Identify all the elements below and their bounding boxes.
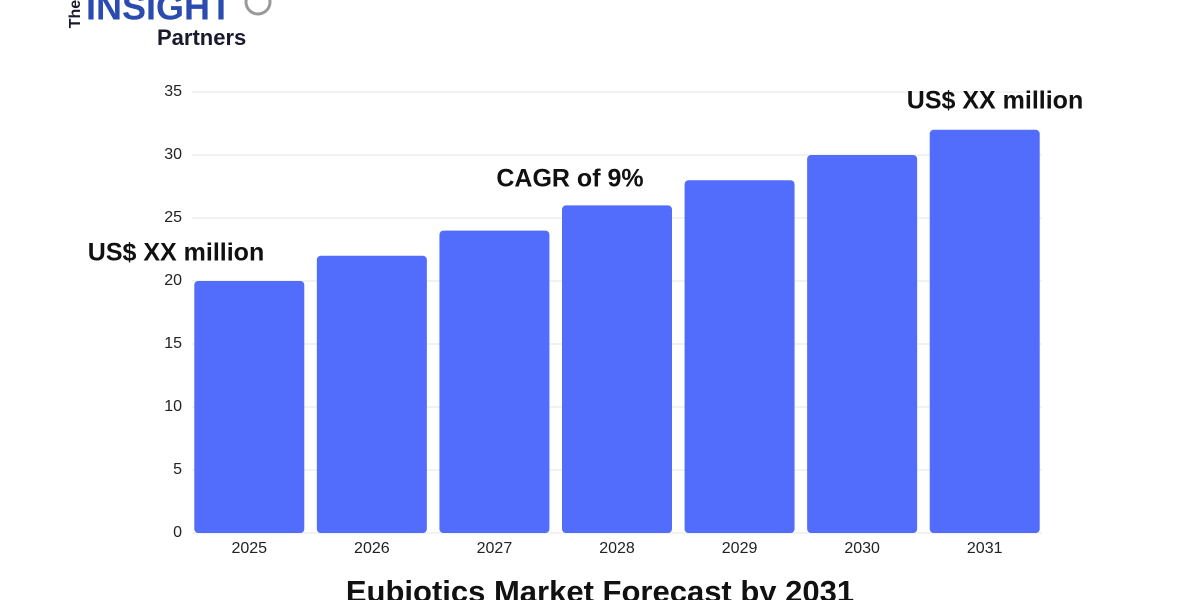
bar [684, 180, 795, 533]
x-tick-label: 2029 [722, 540, 758, 557]
y-tick-label: 0 [173, 524, 182, 541]
x-tick-label: 2030 [844, 540, 880, 557]
logo-icon [244, 0, 272, 16]
bar [562, 205, 672, 533]
x-tick-label: 2028 [599, 540, 635, 557]
annotation: CAGR of 9% [496, 165, 643, 193]
logo-prefix: The [67, 0, 84, 28]
y-tick-label: 10 [164, 398, 182, 415]
y-tick-label: 30 [164, 146, 182, 163]
y-tick-label: 25 [164, 209, 182, 226]
bar [316, 255, 427, 534]
logo-suffix: Partners [157, 25, 246, 50]
bar [439, 230, 550, 533]
x-tick-label: 2025 [231, 540, 267, 557]
y-tick-label: 20 [164, 272, 182, 289]
y-tick-label: 5 [173, 461, 182, 478]
logo-name: INSIGHT [86, 0, 232, 28]
annotation: US$ XX million [88, 239, 264, 267]
x-tick-label: 2031 [967, 540, 1003, 557]
x-tick-label: 2026 [354, 540, 390, 557]
bar [194, 281, 305, 533]
annotation: US$ XX million [907, 87, 1083, 115]
chart-title: Eubiotics Market Forecast by 2031 [346, 574, 854, 600]
y-tick-label: 35 [164, 83, 182, 100]
y-tick-label: 15 [164, 335, 182, 352]
bar [929, 129, 1040, 534]
x-tick-label: 2027 [477, 540, 513, 557]
bar [807, 155, 918, 533]
